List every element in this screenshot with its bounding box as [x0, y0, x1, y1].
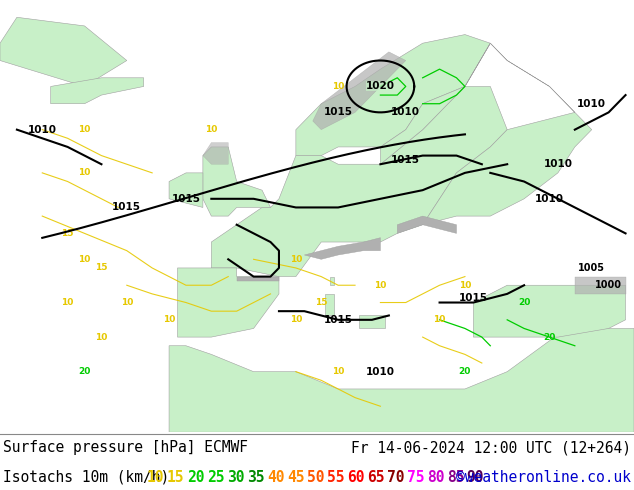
Text: 10: 10	[120, 298, 133, 307]
Text: 10: 10	[79, 169, 91, 177]
Text: 30: 30	[227, 470, 245, 485]
Text: 15: 15	[61, 229, 74, 238]
Text: 20: 20	[459, 367, 471, 376]
Text: 10: 10	[205, 125, 217, 134]
Text: 65: 65	[366, 470, 384, 485]
Text: 10: 10	[95, 333, 108, 342]
Text: 1010: 1010	[577, 98, 606, 109]
Polygon shape	[169, 328, 634, 432]
Text: 15: 15	[315, 298, 328, 307]
Text: 1010: 1010	[366, 367, 395, 377]
Polygon shape	[296, 35, 490, 156]
Polygon shape	[398, 216, 456, 233]
Text: 1000: 1000	[595, 280, 622, 290]
Text: 60: 60	[347, 470, 365, 485]
Polygon shape	[211, 86, 507, 276]
Text: 20: 20	[518, 298, 530, 307]
Text: 10: 10	[290, 255, 302, 264]
Text: 40: 40	[267, 470, 285, 485]
Text: 75: 75	[406, 470, 424, 485]
Text: 15: 15	[95, 264, 108, 272]
Text: 1015: 1015	[459, 293, 488, 303]
Polygon shape	[359, 316, 385, 328]
Polygon shape	[236, 276, 279, 281]
Text: 10: 10	[163, 315, 175, 324]
Text: 10: 10	[332, 367, 344, 376]
Text: 70: 70	[387, 470, 404, 485]
Text: 90: 90	[467, 470, 484, 485]
Text: 10: 10	[147, 470, 165, 485]
Text: Fr 14-06-2024 12:00 UTC (12+264): Fr 14-06-2024 12:00 UTC (12+264)	[351, 441, 631, 455]
Text: 1015: 1015	[171, 194, 200, 204]
Text: 1015: 1015	[391, 155, 420, 165]
Polygon shape	[51, 78, 144, 104]
Polygon shape	[203, 143, 228, 164]
Text: 25: 25	[207, 470, 224, 485]
Polygon shape	[169, 173, 203, 207]
Polygon shape	[325, 294, 334, 316]
Text: 10: 10	[79, 255, 91, 264]
Polygon shape	[0, 17, 127, 86]
Text: 20: 20	[543, 333, 555, 342]
Text: 85: 85	[446, 470, 464, 485]
Text: 10: 10	[459, 281, 471, 290]
Text: 35: 35	[247, 470, 264, 485]
Polygon shape	[474, 285, 626, 337]
Text: 50: 50	[307, 470, 325, 485]
Text: 10: 10	[374, 281, 387, 290]
Text: 10: 10	[61, 298, 74, 307]
Text: 1010: 1010	[391, 107, 420, 118]
Text: 1005: 1005	[578, 263, 605, 273]
Text: 45: 45	[287, 470, 304, 485]
Text: 10: 10	[290, 315, 302, 324]
Polygon shape	[203, 147, 271, 216]
Polygon shape	[304, 238, 380, 259]
Text: 1010: 1010	[543, 159, 573, 169]
Text: 10: 10	[332, 82, 344, 91]
Text: 1010: 1010	[535, 194, 564, 204]
Text: 1015: 1015	[323, 107, 353, 118]
Text: 80: 80	[427, 470, 444, 485]
Text: 1010: 1010	[28, 124, 57, 135]
Text: 1015: 1015	[112, 202, 141, 213]
Polygon shape	[575, 276, 626, 294]
Text: 10: 10	[434, 315, 446, 324]
Text: 1015: 1015	[323, 315, 353, 325]
Polygon shape	[178, 268, 279, 337]
Polygon shape	[330, 276, 334, 285]
Text: 55: 55	[327, 470, 344, 485]
Text: 20: 20	[187, 470, 205, 485]
Text: Surface pressure [hPa] ECMWF: Surface pressure [hPa] ECMWF	[3, 441, 248, 455]
Text: 20: 20	[79, 367, 91, 376]
Text: 10: 10	[79, 125, 91, 134]
Text: ©weatheronline.co.uk: ©weatheronline.co.uk	[456, 470, 631, 485]
Polygon shape	[380, 43, 592, 225]
Polygon shape	[313, 52, 406, 130]
Text: 1020: 1020	[366, 81, 395, 92]
Text: Isotachs 10m (km/h): Isotachs 10m (km/h)	[3, 470, 169, 485]
Text: 15: 15	[167, 470, 184, 485]
